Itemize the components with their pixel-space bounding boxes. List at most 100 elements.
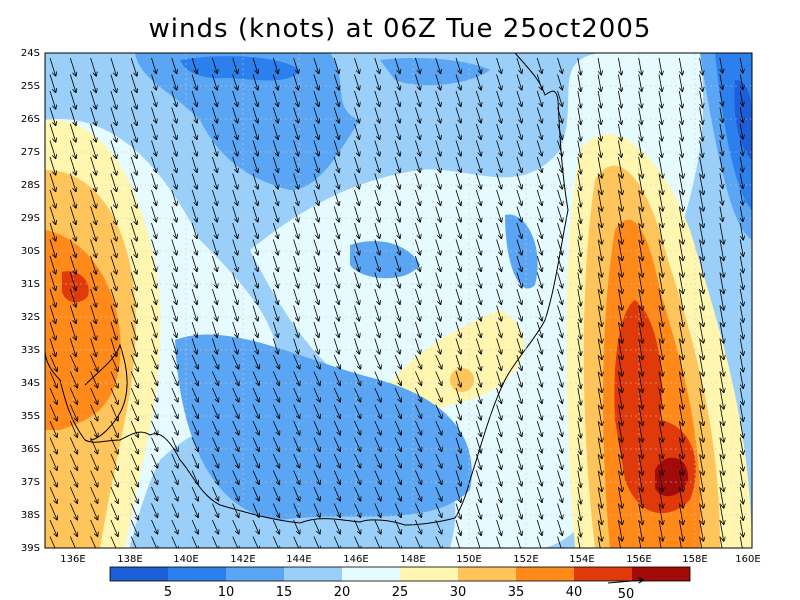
wind-arrow bbox=[699, 239, 704, 261]
wind-arrow bbox=[293, 156, 299, 172]
wind-arrow bbox=[374, 206, 380, 222]
wind-arrow bbox=[69, 74, 76, 93]
wind-arrow bbox=[516, 404, 522, 420]
wind-arrow bbox=[577, 371, 581, 389]
wind-arrow bbox=[496, 519, 502, 535]
wind-arrow bbox=[69, 486, 77, 503]
wind-arrow bbox=[69, 239, 76, 258]
wind-arrow bbox=[252, 470, 259, 485]
wind-arrow bbox=[719, 321, 724, 343]
wind-arrow bbox=[354, 206, 360, 222]
wind-arrow bbox=[110, 272, 117, 291]
wind-arrow bbox=[313, 453, 320, 468]
wind-arrow bbox=[191, 437, 198, 452]
wind-arrow bbox=[577, 123, 581, 141]
wind-arrow bbox=[171, 354, 178, 369]
wind-arrow bbox=[313, 519, 320, 534]
wind-arrow bbox=[171, 503, 178, 518]
wind-arrow bbox=[69, 189, 76, 208]
wind-arrow bbox=[557, 222, 563, 238]
wind-arrow bbox=[455, 486, 461, 502]
wind-arrow bbox=[171, 486, 178, 501]
wind-arrow bbox=[577, 470, 581, 488]
wind-arrow bbox=[252, 387, 259, 402]
wind-arrow bbox=[678, 239, 683, 261]
wind-arrow bbox=[212, 503, 218, 518]
wind-arrow bbox=[171, 255, 177, 271]
wind-arrow bbox=[557, 470, 563, 486]
wind-arrow bbox=[191, 288, 197, 304]
wind-arrow bbox=[435, 371, 442, 386]
wind-arrow bbox=[232, 486, 239, 501]
lat-label: 25S bbox=[21, 81, 40, 92]
wind-arrow bbox=[435, 222, 441, 238]
wind-arrow bbox=[435, 486, 442, 501]
colorbar-swatch bbox=[110, 567, 168, 581]
wind-arrow bbox=[618, 255, 622, 277]
wind-arrow bbox=[435, 239, 441, 255]
wind-arrow bbox=[191, 486, 198, 501]
wind-arrow bbox=[597, 272, 602, 294]
wind-arrow bbox=[618, 371, 622, 393]
wind-arrow bbox=[293, 90, 299, 106]
wind-arrow bbox=[90, 387, 98, 404]
lon-label: 154E bbox=[569, 554, 594, 565]
wind-arrow bbox=[557, 239, 563, 255]
wind-arrow bbox=[475, 470, 481, 486]
wind-arrow bbox=[658, 206, 663, 228]
wind-arrow bbox=[699, 486, 704, 508]
colorbar-label: 30 bbox=[450, 585, 467, 600]
lon-label: 142E bbox=[230, 554, 255, 565]
wind-arrow bbox=[638, 107, 642, 125]
wind-arrow bbox=[394, 338, 400, 354]
wind-arrow bbox=[699, 519, 704, 541]
wind-arrow bbox=[151, 503, 158, 518]
wind-arrow bbox=[597, 470, 602, 492]
wind-arrow bbox=[130, 123, 137, 142]
wind-arrow bbox=[415, 123, 420, 139]
wind-arrow bbox=[394, 470, 401, 485]
wind-arrow bbox=[232, 189, 238, 205]
wind-arrow bbox=[496, 206, 502, 222]
wind-arrow bbox=[272, 387, 279, 402]
wind-arrow bbox=[333, 123, 339, 139]
wind-arrow bbox=[354, 437, 361, 452]
wind-arrow bbox=[252, 74, 258, 90]
wind-arrow bbox=[618, 453, 622, 475]
wind-arrow bbox=[597, 123, 601, 141]
colorbar-swatch bbox=[458, 567, 516, 581]
wind-arrow bbox=[496, 536, 502, 548]
wind-arrow bbox=[293, 140, 299, 156]
wind-arrow bbox=[130, 90, 137, 109]
wind-arrow bbox=[394, 140, 400, 156]
wind-arrow bbox=[293, 354, 300, 369]
wind-arrow bbox=[171, 288, 177, 304]
wind-arrow bbox=[293, 173, 299, 189]
wind-arrow bbox=[333, 272, 339, 288]
wind-arrow bbox=[618, 404, 622, 426]
wind-arrow bbox=[678, 255, 683, 277]
wind-arrow bbox=[293, 420, 300, 435]
wind-arrow bbox=[496, 255, 502, 271]
wind-arrow bbox=[496, 437, 502, 453]
wind-arrow bbox=[516, 437, 522, 453]
wind-arrow bbox=[313, 371, 320, 386]
wind-arrow bbox=[435, 272, 441, 288]
wind-arrow bbox=[618, 123, 621, 141]
wind-arrow bbox=[739, 239, 743, 257]
wind-arrow bbox=[415, 321, 420, 337]
wind-arrow bbox=[597, 486, 602, 508]
wind-arrow bbox=[415, 173, 420, 189]
wind-arrow bbox=[516, 74, 522, 90]
wind-arrow bbox=[394, 74, 400, 90]
wind-arrow bbox=[597, 90, 601, 108]
wind-arrow bbox=[496, 107, 502, 123]
wind-arrow bbox=[110, 503, 118, 520]
wind-arrow bbox=[415, 222, 420, 238]
wind-arrow bbox=[151, 239, 157, 255]
wind-arrow bbox=[557, 437, 563, 453]
wind-arrow bbox=[618, 74, 621, 92]
wind-arrow bbox=[435, 354, 442, 369]
wind-arrow bbox=[678, 453, 683, 475]
wind-arrow bbox=[597, 420, 602, 442]
